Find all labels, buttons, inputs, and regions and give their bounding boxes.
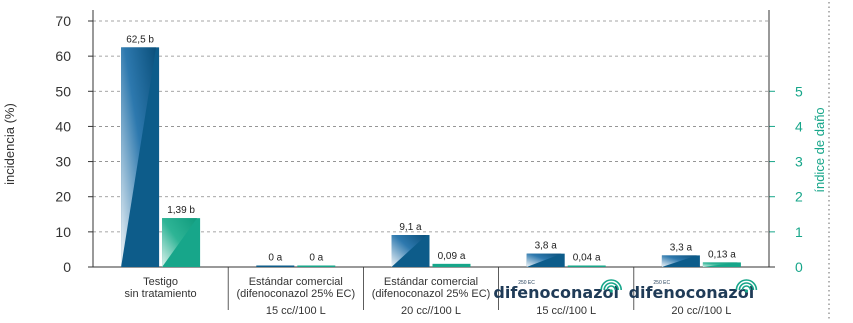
dose-label: 20 cc//100 L bbox=[401, 305, 461, 317]
bar-incidencia-gradient bbox=[391, 235, 427, 267]
category-label-line: Estándar comercial bbox=[249, 276, 343, 288]
signal-icon bbox=[741, 285, 752, 291]
category-label-line: sin tratamiento bbox=[125, 288, 197, 300]
data-label-indice-dano: 1,39 b bbox=[167, 205, 195, 216]
signal-icon bbox=[600, 279, 622, 291]
data-label-incidencia: 3,8 a bbox=[535, 241, 558, 252]
bar-incidencia bbox=[661, 255, 700, 267]
y-right-tick-label: 4 bbox=[795, 118, 803, 134]
data-label-indice-dano: 0,04 a bbox=[573, 253, 601, 264]
y-left-tick-label: 40 bbox=[55, 118, 71, 134]
dose-label: 15 cc//100 L bbox=[266, 305, 326, 317]
data-label-incidencia: 62,5 b bbox=[126, 34, 154, 45]
y-left-tick-label: 70 bbox=[55, 13, 71, 29]
dose-label: 15 cc//100 L bbox=[536, 305, 596, 317]
brand-label: difenoconazol bbox=[493, 283, 619, 302]
bar-indice-dano bbox=[702, 262, 741, 267]
y-right-tick-label: 5 bbox=[795, 83, 803, 99]
data-label-indice-dano: 0,13 a bbox=[708, 249, 736, 260]
data-label-indice-dano: 0 a bbox=[309, 253, 323, 264]
bar-indice-dano-gradient bbox=[162, 218, 198, 267]
y-right-tick-label: 1 bbox=[795, 224, 803, 240]
signal-icon bbox=[738, 282, 755, 291]
y-left-tick-label: 50 bbox=[55, 83, 71, 99]
axes: 0 10 20 30 40 50 60 70 0 1 2 3 4 5 bbox=[55, 10, 803, 310]
category-label-line: Testigo bbox=[143, 276, 178, 288]
brand-label: difenoconazol bbox=[629, 283, 755, 302]
bar-indice-dano bbox=[297, 265, 336, 267]
data-label-indice-dano: 0,09 a bbox=[438, 251, 466, 262]
bar-incidencia bbox=[256, 265, 295, 267]
dose-label: 20 cc//100 L bbox=[671, 305, 731, 317]
y-right-tick-label: 0 bbox=[795, 259, 803, 275]
bar-incidencia-gradient bbox=[661, 255, 697, 267]
brand-superscript: 250 EC bbox=[653, 280, 670, 286]
category-label-line: (difenoconazol 25% EC) bbox=[236, 288, 355, 300]
bar-incidencia-gradient bbox=[526, 253, 562, 267]
signal-icon-dot bbox=[609, 289, 613, 293]
data-label-incidencia: 3,3 a bbox=[670, 242, 693, 253]
y-left-tick-label: 30 bbox=[55, 154, 71, 170]
category-label-line: (difenoconazol 25% EC) bbox=[372, 288, 491, 300]
grid bbox=[93, 20, 769, 233]
signal-icon-dot bbox=[744, 289, 749, 293]
bar-indice-dano bbox=[567, 265, 606, 267]
y-left-tick-label: 0 bbox=[63, 259, 71, 275]
bars: 62,5 b 1,39 b 0 a 0 a 9,1 a 0,09 a 3,8 a 0,04 a… bbox=[121, 34, 741, 267]
bar-indice-dano-gradient bbox=[702, 262, 738, 267]
signal-icon bbox=[735, 279, 758, 291]
y-right-tick-label: 2 bbox=[795, 189, 803, 205]
data-label-incidencia: 9,1 a bbox=[399, 222, 422, 233]
data-label-incidencia: 0 a bbox=[268, 253, 282, 264]
y-left-tick-label: 60 bbox=[55, 48, 71, 64]
y-left-tick-label: 20 bbox=[55, 189, 71, 205]
signal-icon bbox=[606, 285, 616, 291]
bar-indice-dano bbox=[432, 263, 471, 267]
y-left-tick-label: 10 bbox=[55, 224, 71, 240]
signal-icon bbox=[603, 282, 619, 291]
left-axis-title: incidencia (%) bbox=[2, 103, 17, 185]
bar-incidencia-gradient bbox=[121, 47, 157, 267]
right-axis-title: índice de daño bbox=[812, 107, 827, 192]
y-right-tick-label: 3 bbox=[795, 154, 803, 170]
category-label-line: Estándar comercial bbox=[384, 276, 478, 288]
brand-superscript: 250 EC bbox=[518, 280, 535, 286]
